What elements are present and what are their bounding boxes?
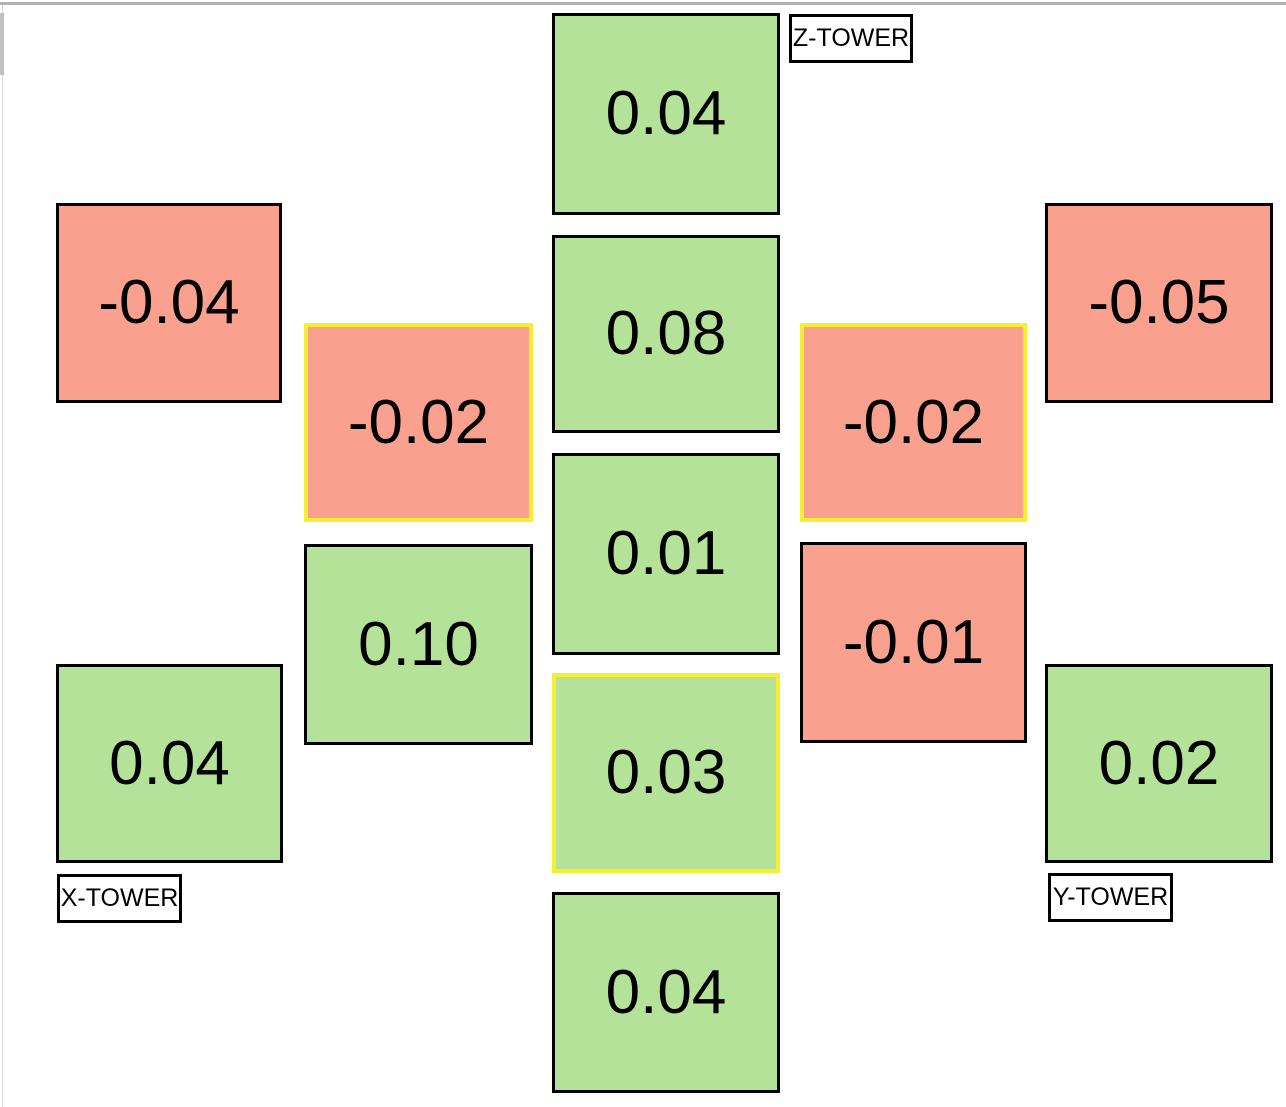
left-scrollbar-thumb[interactable] <box>0 13 4 75</box>
cell-right-mid-top-highlighted: -0.02 <box>800 323 1027 522</box>
z-tower-label: Z-TOWER <box>789 14 913 63</box>
cell-x-outer: 0.04 <box>56 664 283 863</box>
cell-left-mid-bottom: 0.10 <box>304 544 533 745</box>
cell-center-1: 0.08 <box>552 235 780 433</box>
cell-right-mid-bottom: -0.01 <box>800 542 1027 743</box>
cell-left-mid-top-highlighted: -0.02 <box>304 323 533 522</box>
x-tower-label: X-TOWER <box>57 874 182 923</box>
y-tower-label: Y-TOWER <box>1048 873 1173 922</box>
window-left-edge <box>2 5 3 1107</box>
cell-y-outer: 0.02 <box>1045 664 1273 863</box>
cell-left-outer-top: -0.04 <box>56 203 282 403</box>
cell-right-outer-top: -0.05 <box>1045 203 1273 403</box>
window-top-edge <box>0 2 1286 5</box>
cell-center-3-highlighted: 0.03 <box>552 673 780 873</box>
cell-z-outer: 0.04 <box>552 13 780 215</box>
cell-center-4: 0.04 <box>552 892 780 1093</box>
cell-center-2: 0.01 <box>552 453 780 655</box>
